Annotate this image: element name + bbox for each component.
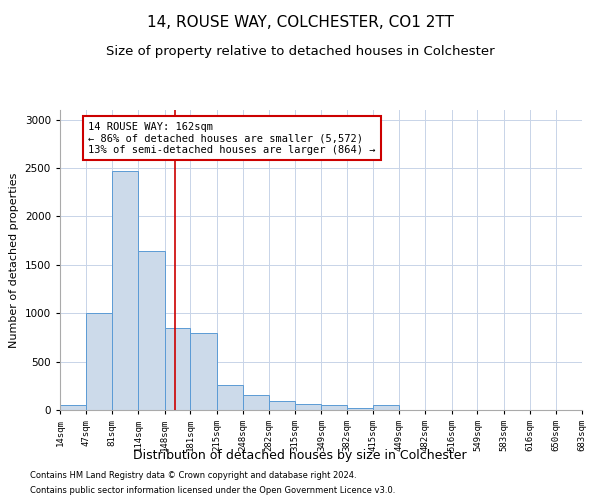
Text: Contains HM Land Registry data © Crown copyright and database right 2024.: Contains HM Land Registry data © Crown c… xyxy=(30,471,356,480)
Bar xyxy=(322,405,347,410)
Bar xyxy=(295,404,322,410)
Bar xyxy=(190,332,217,410)
Text: Contains public sector information licensed under the Open Government Licence v3: Contains public sector information licen… xyxy=(30,486,395,495)
Text: 14 ROUSE WAY: 162sqm
← 86% of detached houses are smaller (5,572)
13% of semi-de: 14 ROUSE WAY: 162sqm ← 86% of detached h… xyxy=(88,122,376,155)
Y-axis label: Number of detached properties: Number of detached properties xyxy=(9,172,19,348)
Text: Distribution of detached houses by size in Colchester: Distribution of detached houses by size … xyxy=(133,448,467,462)
Bar xyxy=(242,395,269,410)
Text: Size of property relative to detached houses in Colchester: Size of property relative to detached ho… xyxy=(106,45,494,58)
Bar xyxy=(138,252,164,410)
Bar xyxy=(86,313,112,410)
Bar xyxy=(217,385,242,410)
Bar xyxy=(269,401,295,410)
Bar xyxy=(373,405,400,410)
Text: 14, ROUSE WAY, COLCHESTER, CO1 2TT: 14, ROUSE WAY, COLCHESTER, CO1 2TT xyxy=(146,15,454,30)
Bar xyxy=(347,408,373,410)
Bar xyxy=(112,171,138,410)
Bar xyxy=(164,328,190,410)
Bar xyxy=(60,405,86,410)
